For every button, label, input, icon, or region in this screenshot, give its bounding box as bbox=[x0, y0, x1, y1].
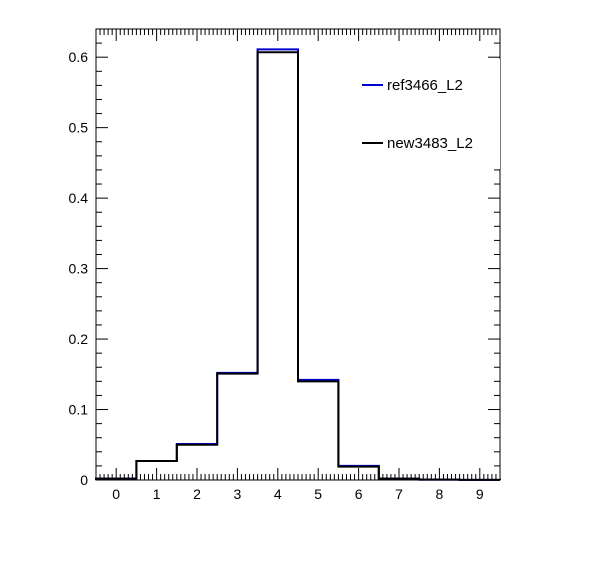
y-tick-label: 0 bbox=[80, 472, 88, 488]
legend-label-new3483: new3483_L2 bbox=[387, 135, 473, 152]
x-tick-label: 5 bbox=[314, 486, 322, 502]
y-tick-label: 0.2 bbox=[69, 331, 89, 347]
series-line-new3483_L2 bbox=[95, 51, 501, 481]
tick-labels: 0 1 2 3 4 5 6 7 8 9 0 0.1 0.2 0.3 0.4 0.5 0.6 bbox=[69, 49, 484, 502]
legend: ref3466_L2 new3483_L2 bbox=[357, 59, 500, 169]
legend-label-ref3466: ref3466_L2 bbox=[387, 77, 463, 94]
y-tick-label: 0.4 bbox=[69, 190, 89, 206]
x-tick-label: 0 bbox=[112, 486, 120, 502]
y-tick-label: 0.6 bbox=[69, 49, 89, 65]
x-tick-label: 3 bbox=[234, 486, 242, 502]
x-tick-label: 1 bbox=[153, 486, 161, 502]
x-tick-label: 8 bbox=[436, 486, 444, 502]
y-tick-label: 0.5 bbox=[69, 120, 89, 136]
x-tick-label: 6 bbox=[355, 486, 363, 502]
y-tick-label: 0.1 bbox=[69, 402, 89, 418]
series-layer bbox=[95, 48, 501, 481]
legend-box bbox=[357, 59, 500, 169]
x-tick-label: 7 bbox=[395, 486, 403, 502]
y-tick-label: 0.3 bbox=[69, 261, 89, 277]
x-tick-label: 4 bbox=[274, 486, 282, 502]
x-tick-label: 9 bbox=[476, 486, 484, 502]
x-tick-label: 2 bbox=[193, 486, 201, 502]
